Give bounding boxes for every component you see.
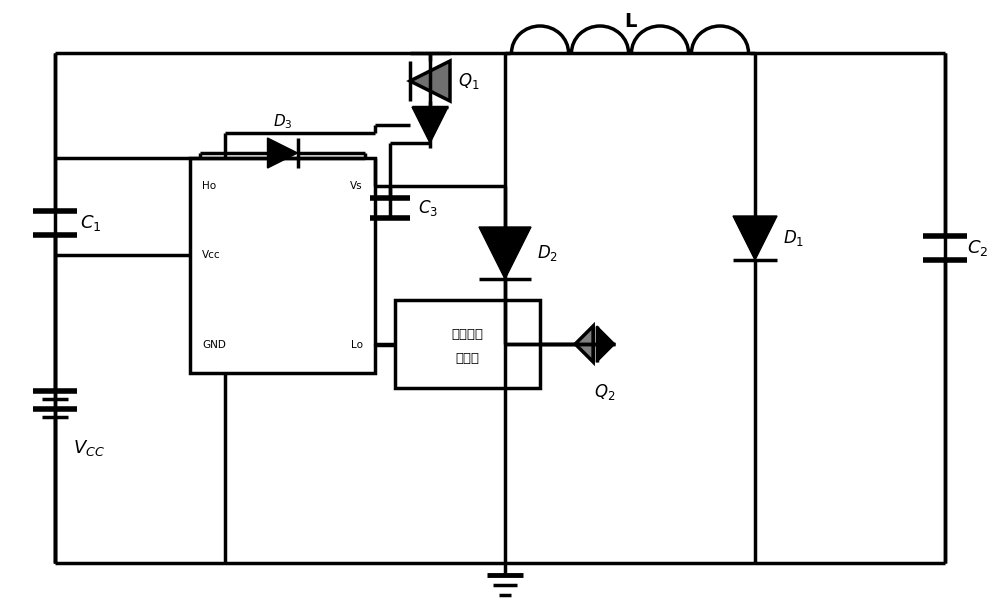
Text: Ho: Ho — [202, 181, 216, 191]
Text: Lo: Lo — [351, 340, 363, 350]
Text: $V_{CC}$: $V_{CC}$ — [73, 438, 105, 458]
Polygon shape — [575, 326, 593, 362]
Text: $C_1$: $C_1$ — [80, 213, 101, 233]
Polygon shape — [733, 216, 777, 260]
Text: $D_3$: $D_3$ — [273, 112, 292, 131]
Polygon shape — [479, 227, 531, 279]
Polygon shape — [597, 326, 615, 362]
Bar — [190, 158, 375, 373]
Bar — [395, 300, 540, 388]
Text: Vcc: Vcc — [202, 250, 221, 260]
Polygon shape — [268, 138, 298, 168]
Text: GND: GND — [202, 340, 226, 350]
Text: $Q_1$: $Q_1$ — [458, 71, 479, 91]
Polygon shape — [410, 61, 450, 101]
Text: $Q_2$: $Q_2$ — [594, 382, 616, 402]
Text: L: L — [624, 12, 636, 31]
Text: 动电路: 动电路 — [456, 353, 480, 365]
Text: $D_1$: $D_1$ — [783, 228, 804, 248]
Text: $D_2$: $D_2$ — [537, 243, 558, 263]
Text: Vs: Vs — [350, 181, 363, 191]
Text: $C_2$: $C_2$ — [967, 238, 988, 258]
Text: 窄脉冲驱: 窄脉冲驱 — [452, 328, 484, 340]
Text: $C_3$: $C_3$ — [418, 198, 438, 218]
Polygon shape — [412, 107, 448, 143]
